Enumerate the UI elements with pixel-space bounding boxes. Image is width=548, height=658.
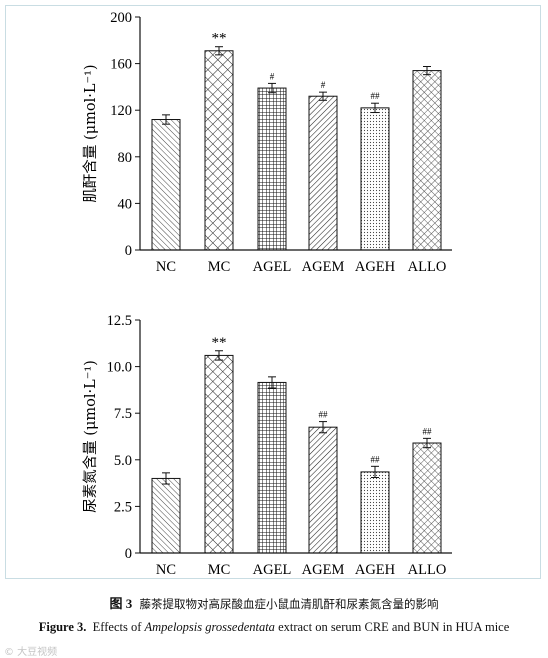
significance-mc: ** <box>212 335 227 351</box>
bar-allo <box>412 442 442 554</box>
bar-agel <box>257 87 287 251</box>
error-bar-agem <box>319 421 327 434</box>
x-tick-label-mc: MC <box>208 562 231 578</box>
x-tick-label-agem: AGEM <box>302 562 345 578</box>
x-tick-label-nc: NC <box>156 259 176 275</box>
error-bar-agem <box>319 91 327 101</box>
caption-en-post: extract on serum CRE and BUN in HUA mice <box>274 620 510 634</box>
bar-agel <box>257 381 287 554</box>
bar-allo <box>412 70 442 251</box>
error-bar-ageh <box>371 465 379 479</box>
y-tick-label: 0 <box>125 546 132 562</box>
x-tick-label-agem: AGEM <box>302 259 345 275</box>
x-tick-label-nc: NC <box>156 562 176 578</box>
x-tick-label-allo: ALLO <box>408 259 447 275</box>
error-bar-ageh <box>371 102 379 114</box>
bar-ageh <box>360 107 390 251</box>
figure-caption-en: Figure 3. Effects of Ampelopsis grossede… <box>0 620 548 635</box>
x-tick-label-mc: MC <box>208 259 231 275</box>
figure-caption-cn: 图 3 藤茶提取物对高尿酸血症小鼠血清肌酐和尿素氮含量的影响 <box>0 593 548 612</box>
significance-agel: # <box>270 71 275 81</box>
caption-cn-text: 藤茶提取物对高尿酸血症小鼠血清肌酐和尿素氮含量的影响 <box>139 597 439 611</box>
error-bar-mc <box>215 350 223 361</box>
significance-ageh: ## <box>371 454 381 464</box>
error-bar-allo <box>423 66 431 76</box>
bar-nc <box>151 119 181 251</box>
x-tick-label-allo: ALLO <box>408 562 447 578</box>
urea-nitrogen-chart: ** ## ## ## 0 2.5 5.0 7.5 10.0 12.5 NC MC AGEL AGEM AG… <box>82 313 452 578</box>
caption-en-pre: Effects of <box>92 620 145 634</box>
y-tick-label: 7.5 <box>114 406 132 422</box>
y-tick-label: 120 <box>110 103 132 119</box>
caption-en-label: Figure 3. <box>38 620 87 634</box>
error-bar-nc <box>162 472 170 485</box>
y-tick-label: 5.0 <box>114 453 132 469</box>
x-tick-label-ageh: AGEH <box>355 259 396 275</box>
bar-agem <box>308 426 338 554</box>
y-tick-label: 12.5 <box>107 313 132 329</box>
x-tick-label-ageh: AGEH <box>355 562 396 578</box>
error-bar-allo <box>423 437 431 449</box>
bar-ageh <box>360 471 390 554</box>
watermark: © 大豆视频 <box>4 647 58 658</box>
x-tick-label-agel: AGEL <box>253 259 292 275</box>
significance-agem: # <box>321 80 326 90</box>
bar-mc <box>204 354 234 554</box>
bar-nc <box>151 477 181 554</box>
caption-cn-label: 图 3 <box>109 596 133 611</box>
significance-agem: ## <box>319 410 329 420</box>
significance-allo: ## <box>423 426 433 436</box>
caption-en-species: Ampelopsis grossedentata <box>144 620 275 634</box>
significance-mc: ** <box>212 31 227 47</box>
x-tick-label-agel: AGEL <box>253 562 292 578</box>
y-tick-label: 200 <box>110 10 132 26</box>
y-tick-label: 10.0 <box>107 360 132 376</box>
error-bar-mc <box>215 46 223 56</box>
bar-mc <box>204 50 234 251</box>
y-tick-label: 40 <box>118 196 133 212</box>
y-axis-title: 尿素氮含量 (μmol·L⁻¹) <box>82 360 99 513</box>
y-axis-title: 肌酐含量 (μmol·L⁻¹) <box>82 64 99 202</box>
significance-ageh: ## <box>371 91 381 101</box>
bar-agem <box>308 95 338 251</box>
error-bar-agel <box>268 82 276 94</box>
y-tick-label: 2.5 <box>114 499 132 515</box>
error-bar-nc <box>162 114 170 125</box>
y-tick-label: 0 <box>125 243 132 259</box>
error-bar-agel <box>268 376 276 389</box>
y-tick-label: 160 <box>110 57 132 73</box>
y-tick-label: 80 <box>118 150 133 166</box>
